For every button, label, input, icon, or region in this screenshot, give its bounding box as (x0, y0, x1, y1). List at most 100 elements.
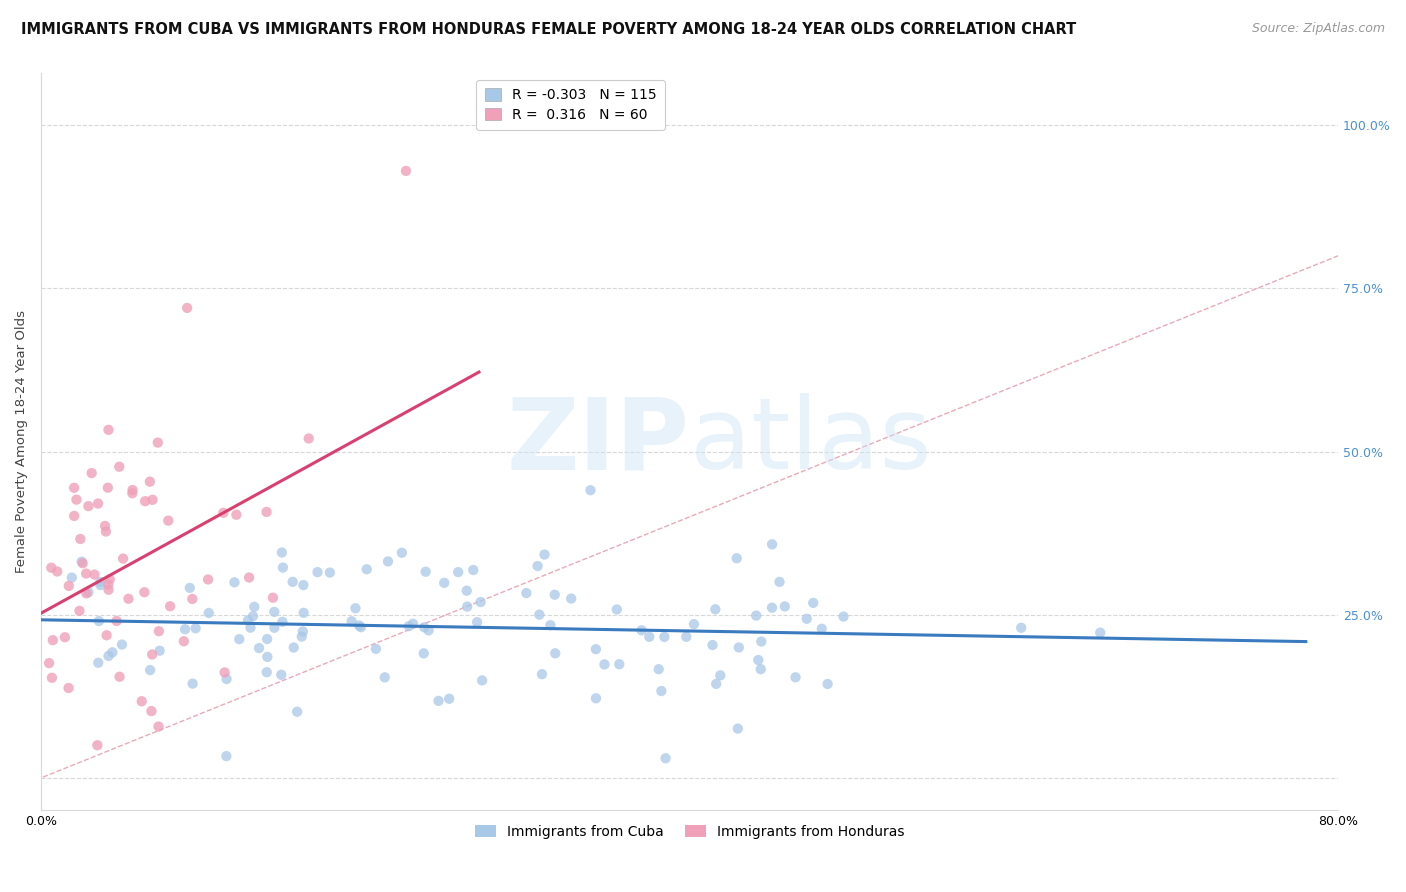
Point (117, 591, 139, 606)
Point (749, 634, 772, 648)
Point (270, 667, 292, 681)
Point (94, 519, 117, 533)
Point (292, 578, 315, 592)
Point (704, 677, 727, 691)
Point (529, 607, 551, 622)
Point (593, 657, 616, 672)
Point (46, 565, 69, 579)
Point (83, 567, 105, 582)
Point (112, 551, 135, 566)
Point (704, 602, 727, 616)
Point (340, 615, 363, 629)
Point (427, 694, 450, 708)
Point (256, 649, 278, 664)
Point (148, 624, 170, 639)
Point (456, 583, 478, 598)
Point (270, 545, 292, 559)
Point (141, 648, 163, 662)
Y-axis label: Female Poverty Among 18-24 Year Olds: Female Poverty Among 18-24 Year Olds (15, 310, 28, 574)
Point (638, 630, 661, 644)
Point (650, 684, 672, 698)
Point (291, 630, 314, 644)
Point (148, 720, 170, 734)
Point (39, 560, 62, 574)
Point (263, 605, 285, 619)
Point (214, 665, 236, 680)
Point (89, 574, 111, 589)
Text: atlas: atlas (690, 393, 931, 491)
Point (709, 668, 731, 682)
Point (350, 620, 373, 634)
Point (215, 749, 238, 764)
Point (238, 570, 260, 584)
Point (141, 492, 163, 507)
Point (86, 738, 108, 752)
Point (63, 508, 86, 523)
Point (471, 673, 494, 688)
Point (447, 565, 470, 579)
Point (285, 705, 308, 719)
Point (817, 677, 839, 691)
Point (579, 483, 602, 498)
Point (243, 599, 266, 614)
Point (1090, 625, 1112, 640)
Point (97, 648, 120, 663)
Point (96, 628, 118, 642)
Point (197, 573, 219, 587)
Point (437, 691, 460, 706)
Point (97, 423, 120, 437)
Point (181, 591, 204, 606)
Point (77, 585, 100, 599)
Point (94, 524, 117, 539)
Point (224, 575, 246, 590)
Point (159, 599, 181, 614)
Point (65, 492, 87, 507)
Legend: Immigrants from Cuba, Immigrants from Honduras: Immigrants from Cuba, Immigrants from Ho… (470, 819, 910, 844)
Point (761, 537, 783, 551)
Point (98, 573, 121, 587)
Point (1010, 621, 1032, 635)
Point (727, 722, 749, 736)
Point (121, 486, 143, 500)
Point (87, 656, 110, 670)
Point (402, 616, 425, 631)
Point (72, 556, 94, 570)
Point (515, 586, 537, 600)
Point (42, 633, 65, 648)
Point (271, 560, 294, 574)
Point (256, 665, 278, 680)
Point (364, 641, 387, 656)
Point (347, 618, 370, 632)
Point (173, 634, 195, 648)
Point (157, 514, 180, 528)
Point (675, 630, 697, 644)
Point (69, 532, 91, 546)
Point (108, 459, 131, 474)
Point (38, 656, 60, 670)
Point (228, 632, 250, 647)
Point (319, 566, 342, 580)
Point (654, 630, 676, 644)
Point (648, 662, 671, 676)
Point (131, 694, 153, 708)
Point (141, 704, 163, 718)
Point (544, 588, 567, 602)
Point (215, 672, 238, 686)
Point (356, 562, 378, 576)
Point (236, 613, 259, 627)
Point (292, 606, 315, 620)
Point (654, 751, 676, 765)
Point (263, 621, 285, 635)
Point (139, 475, 162, 489)
Point (179, 581, 201, 595)
Point (149, 644, 172, 658)
Point (256, 505, 278, 519)
Point (97, 481, 120, 495)
Point (785, 670, 807, 684)
Point (271, 615, 294, 629)
Point (374, 670, 396, 684)
Point (242, 609, 264, 624)
Point (256, 632, 278, 646)
Point (108, 670, 131, 684)
Point (745, 608, 768, 623)
